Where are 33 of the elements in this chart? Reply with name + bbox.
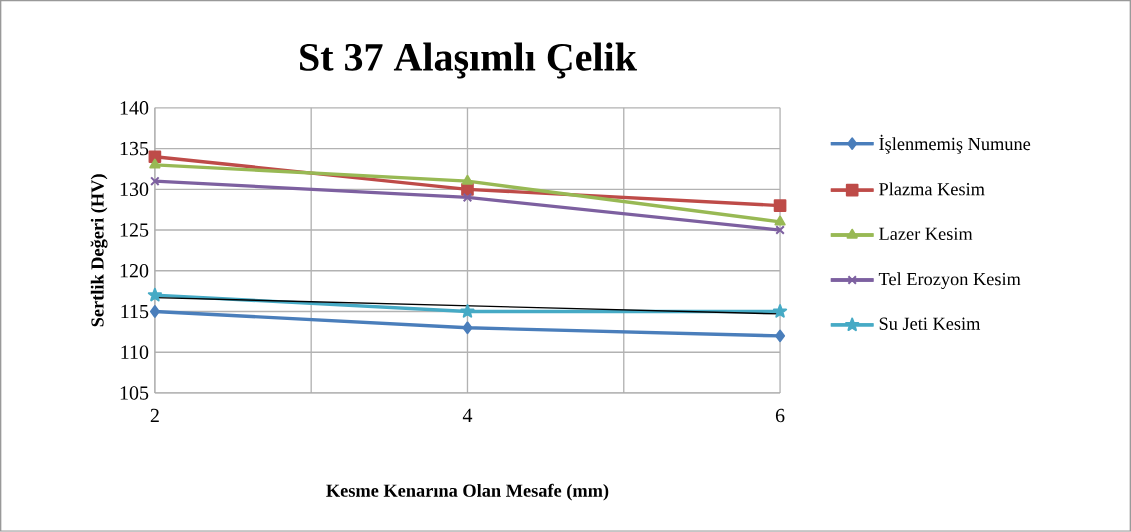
- x-tick-label: 2: [150, 408, 159, 423]
- y-tick-label: 125: [120, 223, 149, 237]
- point: [462, 192, 473, 203]
- x-tick-label: 6: [775, 408, 785, 423]
- point: [147, 287, 162, 302]
- point: [148, 150, 162, 164]
- y-tick-label: 120: [120, 264, 149, 278]
- point: [775, 225, 785, 235]
- point: [460, 304, 475, 318]
- point: [149, 305, 160, 318]
- point: [462, 321, 473, 335]
- legend-label: Lazer Kesim: [879, 227, 973, 241]
- y-tick-label: 140: [120, 101, 149, 115]
- y-tick-label: 110: [121, 345, 149, 360]
- point: [773, 199, 787, 213]
- chart-title: St 37 Alaşımlı Çelik: [300, 42, 637, 79]
- x-axis-title: Kesme Kenarına Olan Mesafe (mm): [326, 483, 609, 501]
- point: [775, 329, 786, 343]
- legend-label: Su Jeti Kesim: [879, 317, 981, 330]
- point: [774, 215, 786, 226]
- x-tick-label: 4: [462, 408, 473, 423]
- legend-label: Tel Erozyon Kesim: [878, 272, 1021, 290]
- point: [150, 176, 160, 187]
- y-tick-label: 115: [121, 304, 149, 319]
- legend-label: İşlenmemiş Numune: [879, 134, 1031, 154]
- y-axis-title: Sertlik Değeri (HV): [90, 174, 108, 327]
- legend-label: Plazma Kesim: [879, 182, 985, 196]
- point: [149, 158, 161, 169]
- point: [772, 304, 788, 318]
- y-tick-label: 105: [120, 386, 149, 400]
- point: [461, 174, 474, 185]
- y-tick-label: 130: [120, 182, 149, 197]
- y-tick-label: 135: [120, 141, 149, 156]
